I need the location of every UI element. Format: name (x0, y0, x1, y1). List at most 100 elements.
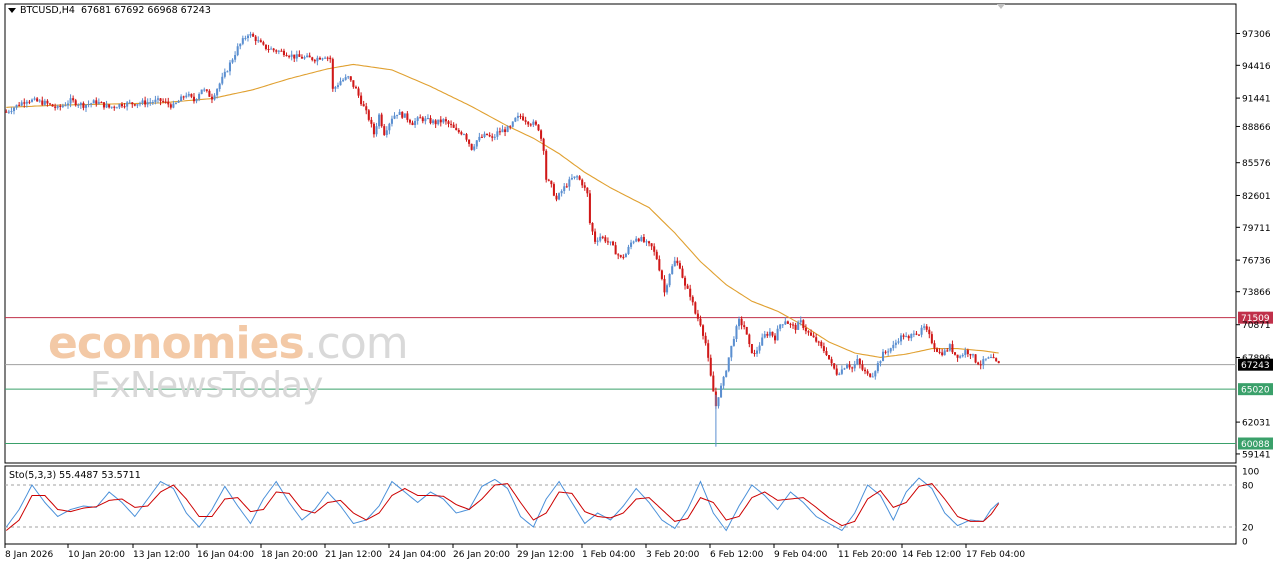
candle-body (799, 320, 802, 323)
candle-body (946, 350, 949, 352)
candle-body (360, 95, 363, 105)
candle-body (684, 277, 687, 286)
candle-body (190, 94, 193, 97)
candle-body (398, 111, 401, 115)
candle-body (226, 71, 229, 73)
candle-body (234, 55, 237, 60)
candle-body (198, 94, 201, 99)
price-tick-label: 59141 (1242, 450, 1271, 460)
symbol-label: BTCUSD,H4 (20, 5, 75, 16)
candle-body (172, 103, 175, 108)
candle-body (498, 131, 501, 133)
candle-body (401, 111, 404, 118)
candle-body (262, 42, 265, 45)
candle-body (221, 76, 224, 84)
candle-body (61, 105, 64, 107)
candle-body (802, 320, 805, 329)
candle-body (408, 119, 411, 123)
candle-body (249, 34, 252, 36)
candle-body (982, 359, 985, 366)
candle-body (439, 119, 442, 123)
watermark-sub: FxNewsToday (90, 365, 323, 406)
candle-body (470, 143, 473, 150)
candle-body (383, 126, 386, 135)
candle-body (807, 331, 810, 333)
candle-body (460, 132, 463, 135)
candle-body (496, 131, 499, 137)
candle-body (43, 100, 46, 105)
candle-body (645, 241, 648, 243)
candle-body (246, 35, 249, 39)
candle-body (889, 348, 892, 352)
candle-body (650, 243, 653, 247)
candle-body (727, 357, 730, 371)
candle-body (298, 54, 301, 57)
candle-body (370, 119, 373, 124)
time-tick-label: 1 Feb 04:00 (582, 550, 636, 560)
candle-body (311, 57, 314, 61)
candle-body (989, 357, 993, 359)
price-tick-label: 97306 (1242, 30, 1271, 40)
candle-body (899, 335, 903, 342)
candle-body (704, 335, 707, 344)
candle-body (699, 318, 702, 326)
candle-body (46, 100, 49, 104)
candle-body (128, 102, 131, 104)
candle-body (159, 98, 162, 102)
candle-body (632, 241, 635, 243)
candle-body (280, 50, 283, 52)
time-tick-label: 14 Feb 12:00 (902, 550, 961, 560)
scroll-marker-icon[interactable] (997, 4, 1005, 9)
time-tick-label: 9 Feb 04:00 (774, 550, 828, 560)
candle-body (185, 95, 188, 98)
candle-body (532, 121, 535, 125)
candle-body (750, 344, 753, 354)
candle-body (768, 331, 771, 336)
price-tick-label: 62031 (1242, 419, 1271, 429)
candle-body (722, 376, 725, 386)
candle-body (930, 334, 933, 344)
candle-body (776, 328, 779, 341)
candle-body (920, 327, 923, 335)
candle-body (789, 323, 792, 325)
candle-body (416, 117, 419, 121)
candle-body (591, 223, 594, 232)
candle-body (915, 333, 918, 335)
watermark-brand-suffix: .com (303, 318, 409, 369)
candle-body (881, 351, 885, 362)
candle-body (74, 100, 77, 106)
candle-body (231, 59, 234, 63)
price-tick-label: 67896 (1242, 354, 1271, 364)
candle-body (28, 101, 31, 103)
level-label-67243: 67243 (1241, 361, 1270, 371)
candle-body (444, 119, 447, 122)
candle-body (979, 364, 982, 366)
candle-body (12, 107, 16, 112)
candle-body (560, 191, 563, 194)
candle-body (514, 117, 517, 122)
candle-body (421, 117, 424, 122)
candle-body (594, 231, 597, 242)
candle-body (36, 98, 39, 102)
candle-body (956, 354, 959, 358)
stochastic-tick-label: 100 (1242, 468, 1259, 478)
candle-body (935, 348, 939, 352)
candle-body (863, 369, 867, 372)
moving-average-line (6, 63, 999, 358)
candle-body (655, 251, 658, 260)
candle-body (51, 104, 54, 107)
price-tick-label: 94416 (1242, 62, 1271, 72)
candle-body (689, 288, 692, 297)
candle-body (156, 98, 160, 100)
candle-body (902, 335, 905, 337)
dropdown-triangle-icon[interactable] (8, 8, 16, 13)
chart-header: BTCUSD,H4 67681 67692 66968 67243 (8, 5, 211, 16)
candle-body (599, 236, 602, 241)
candle-body (388, 123, 391, 131)
candle-body (894, 342, 897, 345)
time-tick-label: 21 Jan 12:00 (325, 550, 382, 560)
candle-body (871, 376, 874, 378)
candle-body (686, 285, 689, 289)
candle-body (403, 113, 406, 118)
